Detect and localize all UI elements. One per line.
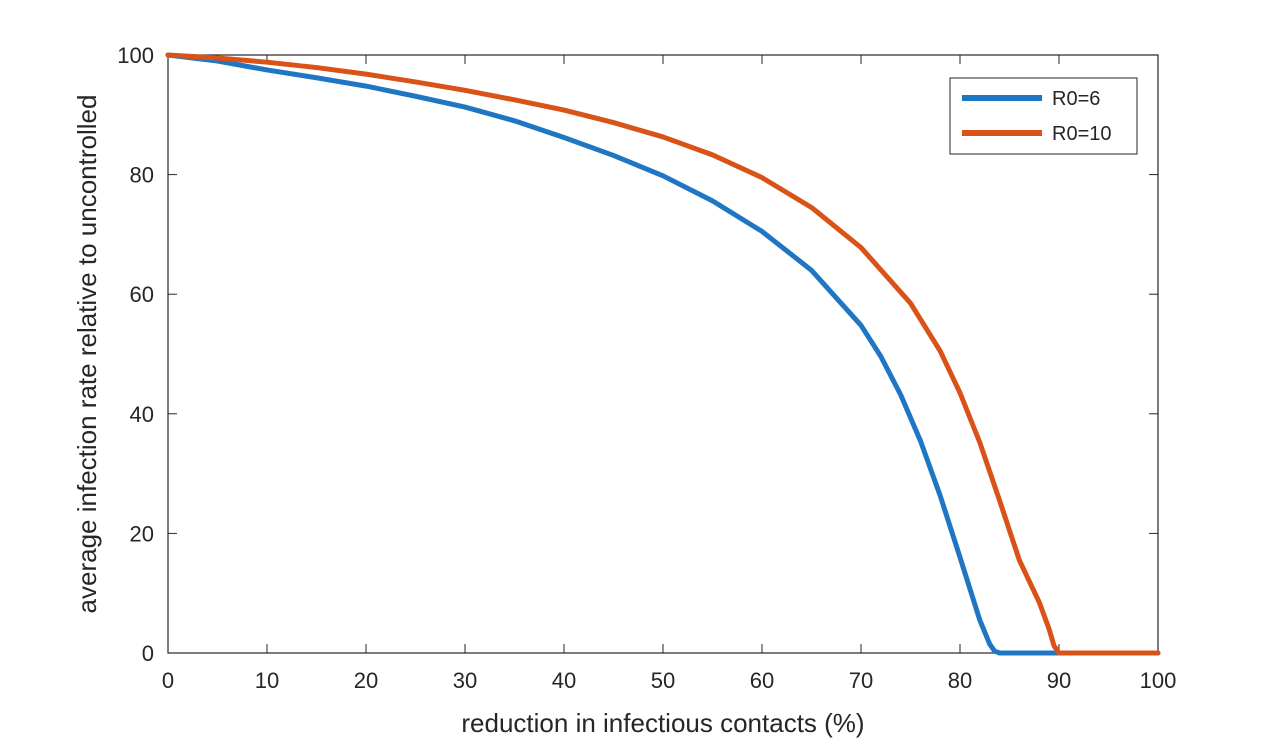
x-tick-label: 40 — [552, 668, 576, 693]
y-tick-label: 20 — [130, 521, 154, 546]
y-tick-label: 60 — [130, 282, 154, 307]
x-tick-label: 80 — [948, 668, 972, 693]
y-tick-labels: 0 20 40 60 80 100 — [117, 43, 154, 666]
plot-area — [167, 54, 1159, 654]
legend-label-r0-6: R0=6 — [1052, 88, 1100, 110]
series-lines — [165, 52, 1161, 656]
x-tick-label: 100 — [1140, 668, 1177, 693]
x-tick-label: 10 — [255, 668, 279, 693]
x-tick-label: 0 — [162, 668, 174, 693]
x-tick-label: 90 — [1047, 668, 1071, 693]
x-axis-title: reduction in infectious contacts (%) — [461, 708, 864, 738]
legend-box — [949, 77, 1138, 155]
y-tick-label: 0 — [142, 641, 154, 666]
legend-label-r0-10: R0=10 — [1052, 123, 1112, 145]
y-tick-label: 40 — [130, 402, 154, 427]
y-tick-label: 80 — [130, 163, 154, 188]
legend: R0=6 R0=10 — [949, 77, 1138, 155]
x-tick-label: 20 — [354, 668, 378, 693]
x-tick-label: 50 — [651, 668, 675, 693]
x-tick-label: 70 — [849, 668, 873, 693]
x-tick-label: 60 — [750, 668, 774, 693]
x-tick-label: 30 — [453, 668, 477, 693]
y-axis-title: average infection rate relative to uncon… — [72, 95, 102, 614]
x-tick-labels: 0 10 20 30 40 50 60 70 80 90 100 — [162, 668, 1176, 693]
series-line-r0-10 — [165, 52, 1161, 656]
y-tick-label: 100 — [117, 43, 154, 68]
series-line-r0-6 — [165, 52, 1161, 656]
